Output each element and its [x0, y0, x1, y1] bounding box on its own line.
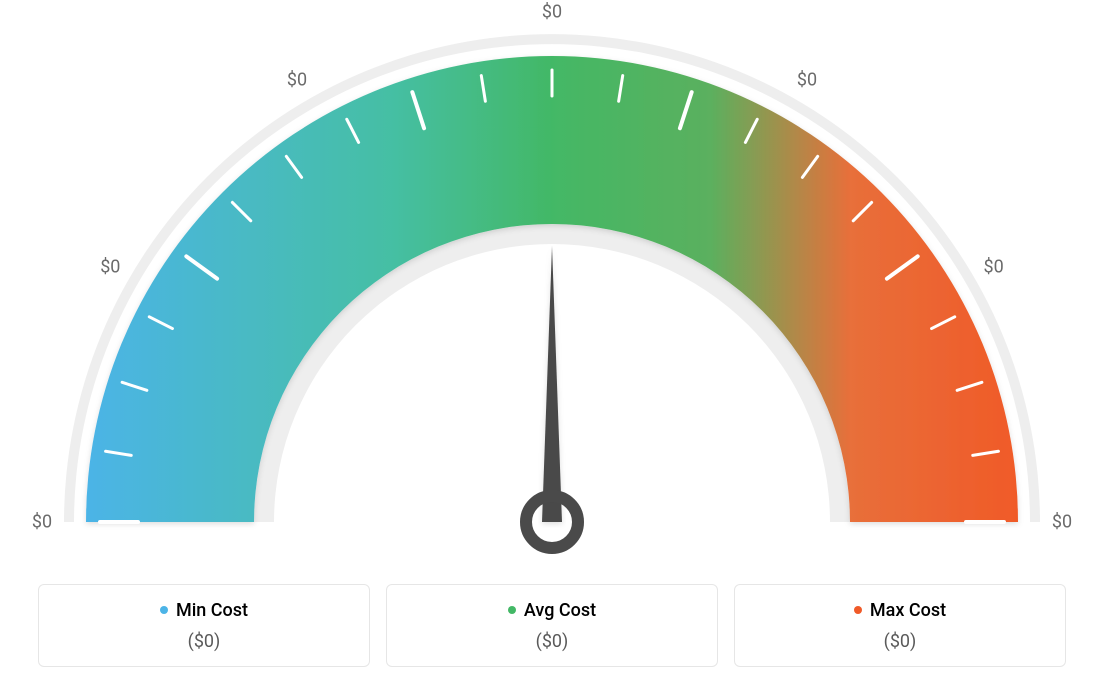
legend-min-title: Min Cost — [160, 600, 248, 621]
legend-max-value: ($0) — [745, 631, 1055, 652]
gauge-tick-label: $0 — [32, 512, 52, 533]
legend-avg-card: Avg Cost ($0) — [386, 584, 718, 667]
legend-min-value: ($0) — [49, 631, 359, 652]
gauge-tick-label: $0 — [287, 70, 307, 91]
legend-min-label: Min Cost — [176, 600, 248, 621]
legend-avg-value: ($0) — [397, 631, 707, 652]
cost-gauge-widget: $0 $0 $0 $0 $0 $0 $0 Min Cost ($0) Avg Cost ($… — [0, 0, 1104, 690]
dot-icon — [160, 606, 168, 614]
legend-avg-label: Avg Cost — [524, 600, 596, 621]
legend-avg-title: Avg Cost — [508, 600, 596, 621]
gauge-tick-label: $0 — [1052, 512, 1072, 533]
gauge-tick-label: $0 — [984, 257, 1004, 278]
legend-min-card: Min Cost ($0) — [38, 584, 370, 667]
legend-max-card: Max Cost ($0) — [734, 584, 1066, 667]
gauge-tick-label: $0 — [797, 70, 817, 91]
legend-row: Min Cost ($0) Avg Cost ($0) Max Cost ($0… — [38, 584, 1066, 667]
legend-max-label: Max Cost — [870, 600, 946, 621]
legend-max-title: Max Cost — [854, 600, 946, 621]
gauge-tick-label: $0 — [100, 257, 120, 278]
gauge-chart: $0 $0 $0 $0 $0 $0 $0 — [0, 0, 1104, 560]
dot-icon — [508, 606, 516, 614]
dot-icon — [854, 606, 862, 614]
gauge-tick-label: $0 — [542, 2, 562, 23]
